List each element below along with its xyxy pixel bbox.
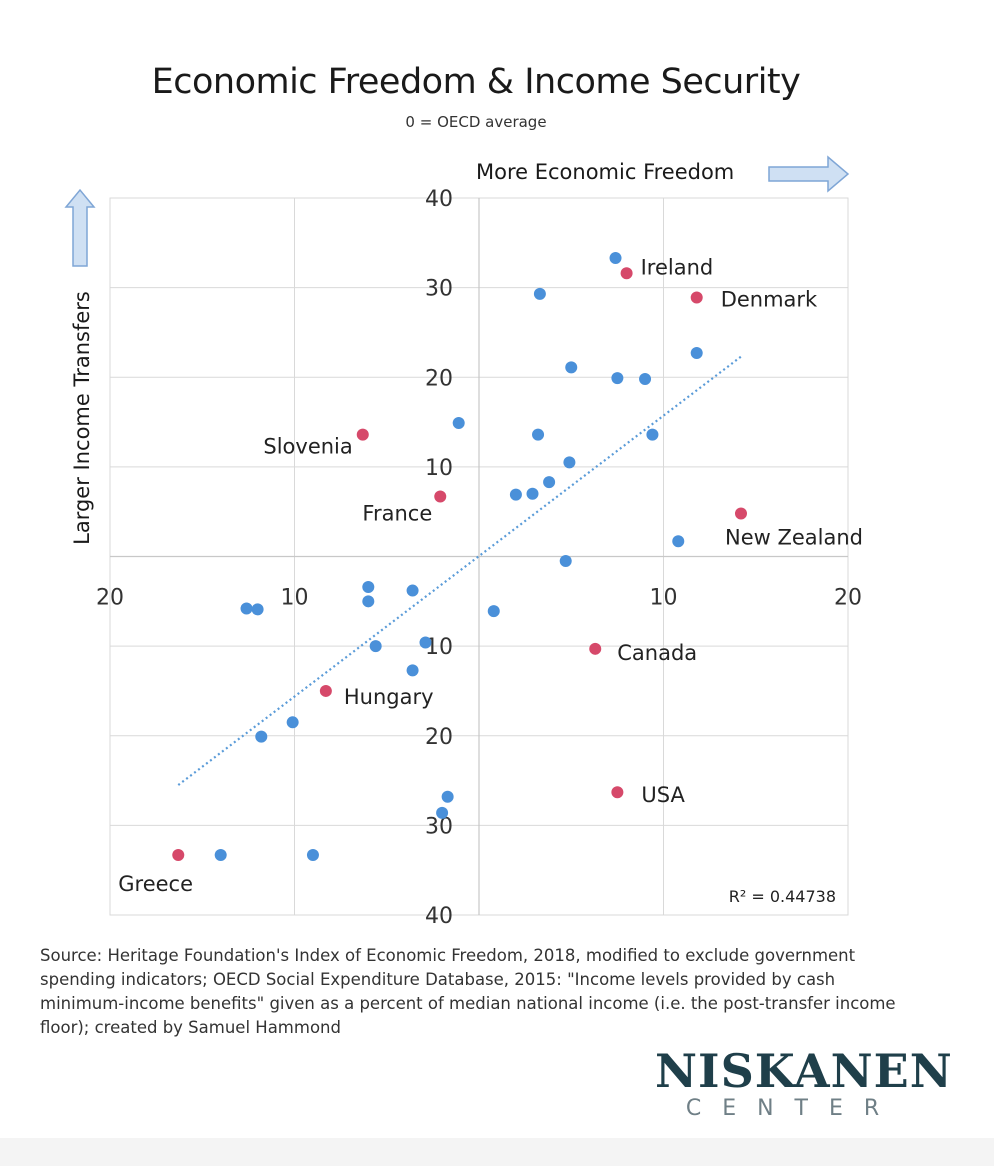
data-point	[286, 716, 299, 729]
point-label: Greece	[118, 872, 193, 896]
point-label: New Zealand	[725, 525, 863, 549]
data-point	[255, 730, 268, 743]
data-point	[565, 361, 578, 374]
highlighted-point	[356, 428, 369, 441]
data-point	[240, 602, 253, 615]
highlighted-point	[734, 507, 747, 520]
highlighted-point	[620, 267, 633, 280]
axes	[110, 198, 848, 915]
data-point	[532, 428, 545, 441]
source-note: Source: Heritage Foundation's Index of E…	[40, 946, 896, 1037]
y-tick-label: 20	[425, 366, 453, 391]
point-label: Slovenia	[263, 435, 352, 459]
point-labels: Ireland Denmark Slovenia France New Zealand C…	[118, 255, 863, 896]
point-label: Ireland	[641, 255, 714, 279]
y-tick-label: 40	[425, 187, 453, 212]
point-label: USA	[641, 783, 685, 807]
r-squared-label: R² = 0.44738	[729, 887, 836, 906]
chart-title: Economic Freedom & Income Security	[151, 62, 801, 102]
y-tick-label: 40	[425, 904, 453, 929]
data-point	[441, 790, 454, 803]
data-point	[639, 373, 652, 386]
data-point	[251, 603, 264, 616]
data-point	[533, 287, 546, 300]
x-tick-label: 20	[834, 586, 862, 611]
data-point	[419, 636, 432, 649]
data-point	[690, 347, 703, 360]
data-point	[436, 806, 449, 819]
point-label: Hungary	[344, 685, 434, 709]
highlighted-point	[589, 642, 602, 655]
logo-wordmark: NISKANEN	[655, 1044, 953, 1098]
up-arrow-icon	[64, 188, 96, 267]
data-point	[487, 605, 500, 618]
point-label: Denmark	[721, 287, 818, 311]
data-point	[543, 476, 556, 489]
x-tick-label: 20	[96, 586, 124, 611]
data-point	[563, 456, 576, 469]
x-tick-label: 10	[650, 586, 678, 611]
point-label: Canada	[617, 641, 697, 665]
data-point	[559, 554, 572, 567]
highlighted-point	[319, 684, 332, 697]
niskanen-logo: NISKANEN CENTER	[655, 1044, 953, 1122]
logo-subtitle: CENTER	[685, 1096, 901, 1121]
highlighted-point	[611, 786, 624, 799]
right-arrow-icon	[768, 155, 850, 193]
data-point	[611, 372, 624, 385]
highlighted-point	[434, 490, 447, 503]
chart-subtitle: 0 = OECD average	[405, 113, 547, 131]
data-point	[509, 488, 522, 501]
x-axis-caption: More Economic Freedom	[476, 160, 735, 184]
data-point	[362, 595, 375, 608]
y-tick-label: 30	[425, 814, 453, 839]
highlighted-point	[690, 291, 703, 304]
data-point	[306, 848, 319, 861]
data-point	[214, 848, 227, 861]
data-point	[406, 664, 419, 677]
footer-band	[0, 1138, 994, 1166]
data-points	[172, 252, 747, 861]
y-tick-label: 20	[425, 725, 453, 750]
y-tick-label: 10	[425, 456, 453, 481]
highlighted-point	[172, 848, 185, 861]
data-point	[526, 487, 539, 500]
data-point	[646, 428, 659, 441]
data-point	[672, 535, 685, 548]
data-point	[406, 584, 419, 597]
point-label: France	[362, 501, 432, 525]
data-point	[362, 580, 375, 593]
data-point	[369, 640, 382, 653]
data-point	[609, 252, 622, 265]
y-tick-label: 30	[425, 277, 453, 302]
data-point	[452, 416, 465, 429]
x-tick-label: 10	[281, 586, 309, 611]
